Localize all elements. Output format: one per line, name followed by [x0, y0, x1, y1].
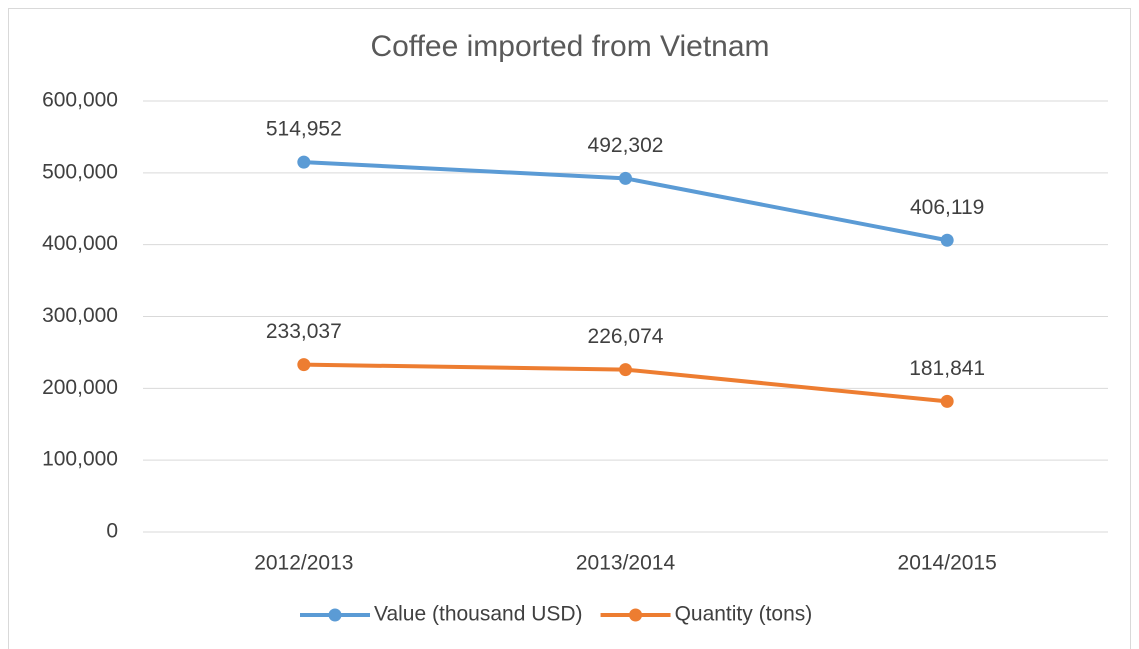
data-point — [940, 233, 954, 247]
x-tick-label: 2013/2014 — [576, 552, 676, 575]
y-tick-label: 100,000 — [42, 448, 118, 471]
data-point — [619, 171, 632, 185]
data-label: 233,037 — [266, 320, 342, 343]
chart-border — [8, 8, 1131, 649]
y-tick-label: 600,000 — [42, 89, 118, 112]
data-point — [297, 358, 311, 372]
y-tick-label: 300,000 — [42, 304, 118, 327]
legend-marker — [629, 608, 643, 622]
legend-marker — [328, 608, 342, 622]
data-label: 514,952 — [266, 118, 342, 141]
data-point — [940, 394, 954, 408]
data-label: 492,302 — [588, 134, 664, 157]
data-point — [619, 363, 632, 377]
legend-label: Quantity (tons) — [675, 603, 813, 626]
chart-title: Coffee imported from Vietnam — [370, 30, 769, 63]
y-tick-label: 400,000 — [42, 232, 118, 255]
y-tick-label: 0 — [106, 520, 118, 543]
x-tick-label: 2014/2015 — [898, 552, 997, 575]
y-tick-label: 500,000 — [42, 160, 118, 183]
data-label: 181,841 — [909, 357, 985, 380]
legend-label: Value (thousand USD) — [374, 603, 583, 626]
x-tick-label: 2012/2013 — [254, 552, 353, 575]
data-label: 406,119 — [910, 196, 984, 219]
data-label: 226,074 — [588, 325, 664, 348]
y-tick-label: 200,000 — [42, 376, 118, 399]
data-point — [297, 155, 311, 169]
